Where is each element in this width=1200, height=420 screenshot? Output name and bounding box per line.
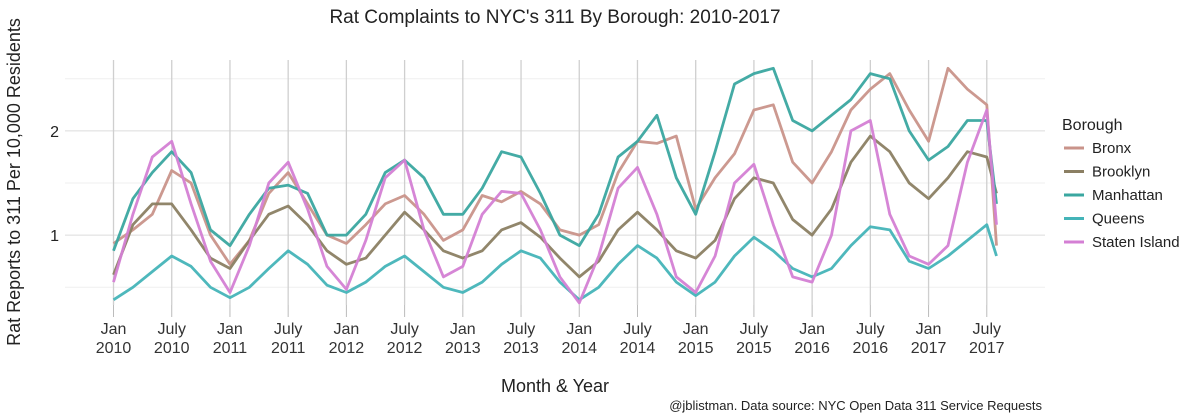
caption: @jblistman. Data source: NYC Open Data 3…	[669, 398, 1042, 413]
x-tick-label: July 2011	[270, 321, 306, 357]
legend-title: Borough	[1062, 117, 1123, 134]
legend-label: Queens	[1092, 211, 1145, 228]
x-tick-label: July 2017	[968, 321, 1005, 357]
y-tick-label: 1	[50, 228, 59, 245]
x-tick-label: July 2015	[736, 321, 772, 357]
x-tick-label: Jan 2013	[445, 321, 481, 357]
x-tick-label: Jan 2011	[212, 321, 248, 357]
legend-label: Staten Island	[1092, 234, 1180, 251]
legend-label: Manhattan	[1092, 187, 1163, 204]
x-tick-label: July 2016	[852, 321, 889, 357]
legend-label: Brooklyn	[1092, 164, 1150, 181]
y-tick-label: 2	[50, 124, 59, 141]
x-tick-label: Jan 2012	[328, 321, 365, 357]
x-tick-label: Jan 2014	[561, 321, 598, 357]
series-line	[112, 108, 998, 305]
x-tick-label: July 2010	[153, 321, 190, 357]
x-tick-label: July 2012	[386, 321, 423, 357]
x-tick-label: Jan 2016	[794, 321, 830, 357]
legend-label: Bronx	[1092, 140, 1132, 157]
x-tick-label: Jan 2010	[95, 321, 132, 357]
series-line	[112, 223, 998, 302]
series-line	[112, 66, 998, 252]
series-line	[112, 134, 998, 279]
series-line	[112, 66, 998, 266]
x-tick-label: Jan 2017	[910, 321, 947, 357]
x-tick-label: July 2014	[619, 321, 656, 357]
chart-title: Rat Complaints to NYC's 311 By Borough: …	[329, 7, 780, 28]
y-axis-label: Rat Reports to 311 Per 10,000 Residents	[4, 18, 24, 346]
x-tick-label: Jan 2015	[677, 321, 714, 357]
x-tick-label: July 2013	[503, 321, 539, 357]
x-axis-label: Month & Year	[501, 376, 609, 396]
